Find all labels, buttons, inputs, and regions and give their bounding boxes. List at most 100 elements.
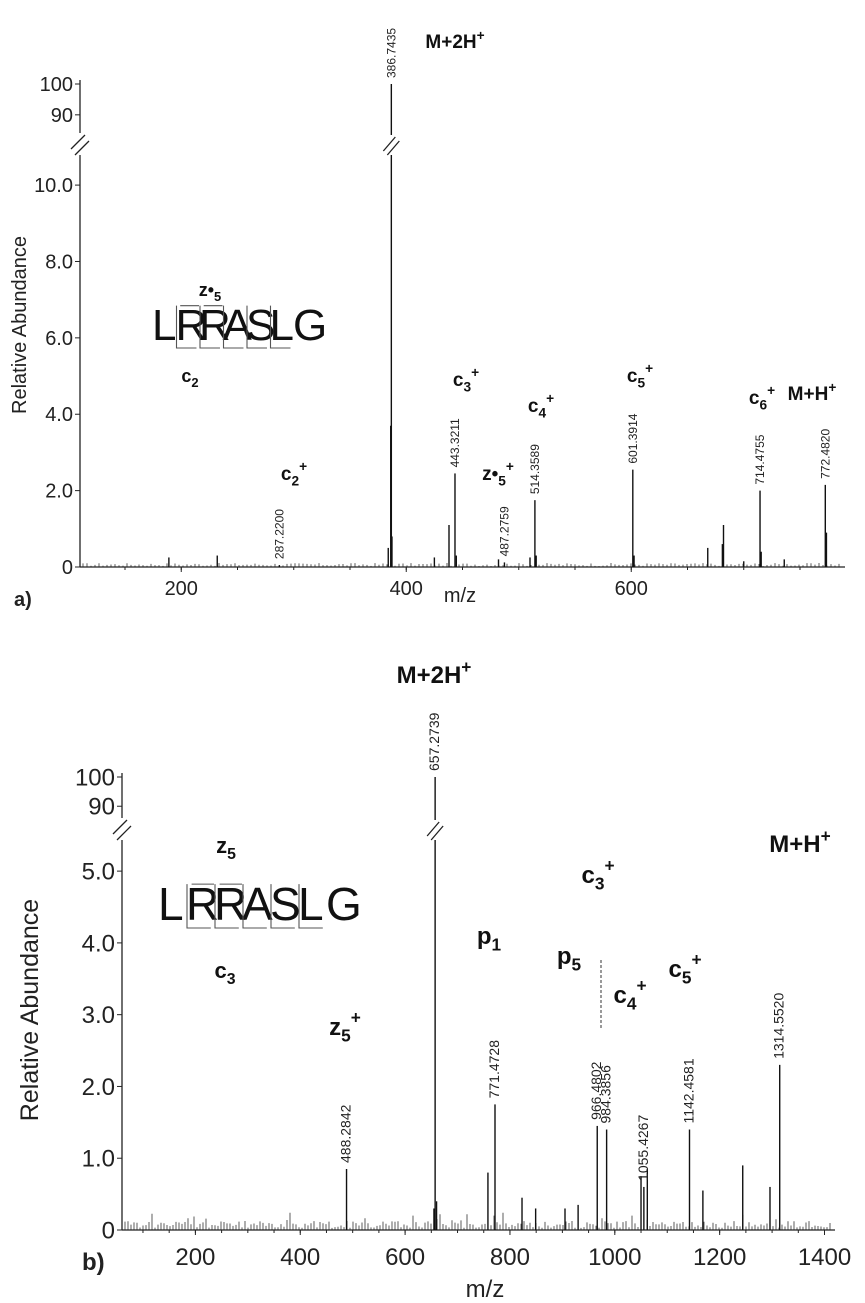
peptide-residue: S [270, 878, 301, 930]
peptide-residue: L [270, 301, 294, 350]
peptide-above-label: z•5 [199, 280, 222, 304]
y-tick-label: 2.0 [82, 1074, 115, 1101]
fragment-bracket [222, 305, 244, 349]
y-axis-label: Relative Abundance [9, 236, 31, 414]
peptide-residue: R [176, 301, 208, 350]
x-tick-label: 400 [390, 578, 423, 600]
x-axis-label: m/z [444, 585, 476, 607]
x-tick-label: 600 [615, 578, 648, 600]
ion-label: M+H+ [769, 826, 830, 858]
fragment-bracket [186, 884, 211, 929]
ion-label: c4+ [528, 391, 554, 420]
y-tick-label: 8.0 [45, 251, 73, 273]
fragment-bracket [175, 305, 197, 349]
peak-mz-label: 984.3856 [598, 1065, 614, 1124]
y-axis-break-mark [112, 819, 132, 841]
y-tick-label: 10.0 [34, 175, 73, 197]
peak-mz-label: 966.4802 [588, 1061, 604, 1120]
x-tick-label: 1400 [798, 1244, 851, 1271]
peak-mz-label: 443.3211 [448, 418, 462, 467]
fragment-bracket [246, 305, 267, 349]
y-tick-label: 1.0 [82, 1146, 115, 1173]
y-tick-label: 0 [102, 1217, 115, 1244]
y-axis-label: Relative Abundance [16, 899, 44, 1121]
y-tick-label: 100 [75, 764, 115, 791]
x-tick-label: 200 [175, 1244, 215, 1271]
peptide-residue: G [293, 301, 327, 350]
fragment-bracket [214, 884, 239, 929]
ion-label: M+2H+ [397, 657, 472, 689]
fragment-bracket [269, 305, 291, 349]
spectrum-panel-b: 0 1.0 2.0 3.0 4.0 5.0 90 100 200 400 600 800 1000 120… [16, 712, 851, 1303]
peptide-below-label: c3 [214, 958, 235, 988]
y-tick-label: 100 [40, 74, 73, 96]
baseline-noise [124, 1212, 831, 1230]
peak-mz-label: 714.4755 [753, 434, 767, 484]
peptide-residue: L [152, 301, 176, 350]
peptide-residue: L [158, 878, 184, 930]
peak-mz-label: 771.4728 [486, 1040, 502, 1099]
peak-break-mark [426, 821, 444, 841]
panel-label: b) [82, 1249, 105, 1276]
panel-label: a) [14, 589, 32, 611]
peak-mz-label: 1314.5520 [771, 993, 787, 1059]
y-tick-label: 6.0 [45, 328, 73, 350]
peak-mz-label: 514.3589 [528, 444, 542, 494]
ion-label: p5 [557, 943, 582, 975]
fragment-bracket [242, 884, 267, 929]
y-tick-label: 2.0 [45, 481, 73, 503]
y-tick-label: 4.0 [45, 404, 73, 426]
ion-label: z•5+ [482, 459, 514, 488]
ion-label: c3+ [453, 365, 479, 394]
peak-mz-label: 772.4820 [818, 429, 832, 479]
ion-label: p1 [477, 923, 502, 955]
ion-label: z5+ [329, 1008, 361, 1046]
ion-label: c3+ [581, 856, 614, 894]
peak-mz-label: 601.3914 [626, 413, 640, 463]
x-tick-label: 1000 [588, 1244, 641, 1271]
peptide-above-label: z5 [216, 833, 236, 863]
x-tick-label: 600 [385, 1244, 425, 1271]
peak-mz-label: 487.2759 [497, 506, 511, 556]
x-tick-label: 200 [165, 578, 198, 600]
peptide-below-label: c2 [181, 366, 198, 390]
ion-label: c5+ [668, 950, 701, 988]
x-axis-label: m/z [466, 1276, 505, 1303]
peptide-residue: A [242, 878, 273, 930]
peak-mz-label: 657.2739 [426, 712, 442, 771]
y-tick-label: 0 [62, 557, 73, 579]
spectrum-panel-a: 0 2.0 4.0 6.0 8.0 10.0 90 100 200 400 600 m/z Relati… [9, 28, 845, 611]
peptide-residue: L [298, 878, 324, 930]
ion-label: M+H+ [788, 380, 837, 405]
peptide-residue: R [186, 878, 219, 930]
x-tick-label: 800 [490, 1244, 530, 1271]
peak-mz-label: 287.2200 [272, 509, 286, 559]
y-tick-label: 5.0 [82, 859, 115, 886]
x-tick-label: 1200 [693, 1244, 746, 1271]
ion-label: c4+ [613, 976, 646, 1014]
fragment-bracket [199, 305, 220, 349]
peak-mz-label: 1142.4581 [680, 1058, 696, 1123]
x-tick-label: 400 [280, 1244, 320, 1271]
ion-label: M+2H+ [425, 28, 484, 53]
ion-label: c5+ [627, 361, 653, 390]
fragment-bracket [298, 884, 323, 929]
fragment-bracket [270, 884, 295, 929]
peak-mz-label: 488.2842 [338, 1104, 354, 1163]
ion-label: c2+ [281, 459, 307, 488]
y-tick-label: 90 [88, 794, 115, 821]
y-axis-break-mark [70, 134, 90, 156]
y-tick-label: 4.0 [82, 930, 115, 957]
peptide-residue: R [199, 301, 231, 350]
ion-label: c6+ [749, 383, 775, 412]
peptide-residue: R [214, 878, 247, 930]
peak-mz-label: 1055.4267 [635, 1115, 651, 1181]
peptide-residue: G [326, 878, 362, 930]
y-tick-label: 90 [51, 105, 73, 127]
peak-mz-label: 386.7435 [384, 28, 398, 78]
y-tick-label: 3.0 [82, 1002, 115, 1029]
peak-break-mark [382, 136, 400, 156]
